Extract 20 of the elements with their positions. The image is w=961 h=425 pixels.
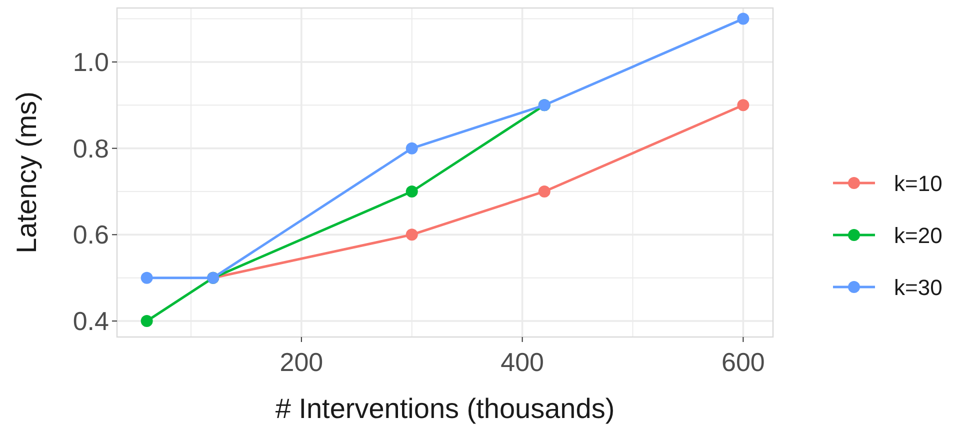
point: [737, 99, 750, 112]
point: [538, 185, 550, 198]
y-axis-title: Latency (ms): [11, 92, 42, 254]
x-axis-title: # Interventions (thousands): [275, 393, 615, 424]
y-tick-label: 0.4: [72, 306, 109, 336]
point: [406, 142, 418, 154]
legend-label: k=30: [894, 275, 942, 300]
point: [406, 228, 418, 241]
x-tick-label: 400: [500, 347, 544, 377]
point: [140, 315, 153, 328]
y-tick-label: 1.0: [72, 46, 109, 77]
y-tick-label: 0.6: [72, 220, 109, 250]
y-tick-label: 0.8: [72, 133, 109, 164]
point: [140, 272, 153, 284]
point: [737, 12, 750, 25]
legend-label: k=10: [894, 171, 942, 196]
x-tick-label: 200: [280, 347, 324, 377]
legend-label: k=20: [894, 223, 942, 248]
x-tick-label: 600: [721, 347, 765, 377]
point: [406, 185, 418, 198]
